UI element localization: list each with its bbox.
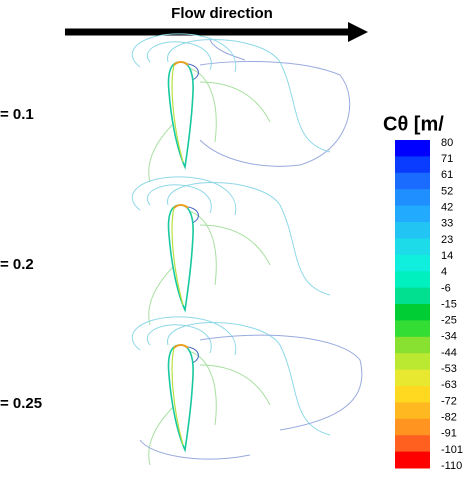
colorbar-label: -53 (441, 363, 457, 375)
contour (139, 334, 363, 460)
colorbar-label: 80 (441, 137, 453, 149)
colorbar-label: -44 (441, 347, 457, 359)
arrow-label: Flow direction (171, 5, 273, 22)
colorbar-band (395, 320, 430, 338)
colorbar-label: -63 (441, 379, 457, 391)
colorbar-label: 14 (441, 250, 453, 262)
colorbar-label: 52 (441, 185, 453, 197)
colorbar-band (395, 172, 430, 190)
colorbar-label: -15 (441, 298, 457, 310)
colorbar-label: 71 (441, 153, 453, 165)
colorbar-band (395, 304, 430, 321)
colorbar-label: 42 (441, 202, 453, 214)
colorbar-band (395, 238, 430, 256)
colorbar-band (395, 271, 430, 289)
panel-label: = 0.2 (0, 256, 34, 273)
colorbar-label: -110 (441, 460, 462, 472)
panel-label: = 0.1 (0, 106, 34, 123)
colorbar-label: -34 (441, 331, 457, 343)
flow-arrow-head (348, 22, 368, 42)
colorbar-band (395, 353, 430, 371)
colorbar-label: -91 (441, 428, 457, 440)
colorbar-band (395, 189, 430, 207)
colorbar-band (395, 369, 430, 387)
colorbar-band (395, 254, 430, 272)
panel-labels: = 0.1 = 0.2 = 0.25 (0, 106, 42, 412)
panel-1 (131, 32, 331, 183)
colorbar-title: Cθ [m/ (383, 113, 444, 135)
colorbar-band (395, 386, 430, 403)
panel-label: = 0.25 (0, 395, 42, 412)
colorbar-band (395, 418, 430, 436)
colorbar-band (395, 156, 430, 174)
colorbar-band (395, 402, 430, 420)
colorbar-band (395, 205, 430, 223)
colorbar-label: 33 (441, 218, 453, 230)
colorbar-label: 61 (441, 169, 453, 181)
panel-2 (131, 175, 331, 326)
colorbar-label: -6 (441, 282, 451, 294)
contour (199, 39, 351, 167)
colorbar-label: 4 (441, 266, 447, 278)
colorbar-band (395, 451, 430, 469)
colorbar-label: -25 (441, 315, 457, 327)
colorbar-band (395, 435, 430, 453)
colorbar: 80 71 61 52 42 33 23 14 4 -6 -15 -25 -34 -44 -53 -63 -72… (395, 137, 463, 472)
colorbar-label: 23 (441, 234, 453, 246)
colorbar-band (395, 140, 430, 157)
colorbar-band (395, 222, 430, 239)
panel-3 (131, 315, 331, 466)
colorbar-band (395, 336, 430, 354)
colorbar-label: -82 (441, 411, 457, 423)
colorbar-label: -101 (441, 444, 463, 456)
colorbar-label: -72 (441, 395, 457, 407)
colorbar-band (395, 287, 430, 305)
